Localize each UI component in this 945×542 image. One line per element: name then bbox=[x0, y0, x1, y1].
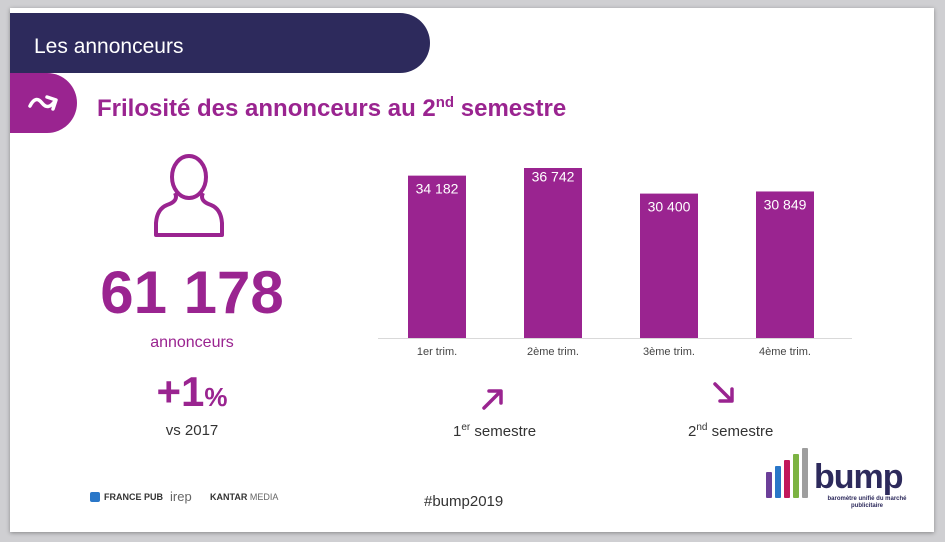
arrow-down-right-icon bbox=[713, 382, 734, 403]
chart-data-label: 36 742 bbox=[532, 168, 575, 184]
comparison-label: vs 2017 bbox=[165, 422, 219, 439]
page-title: Frilosité des annonceurs au 2nd semestre bbox=[97, 94, 567, 122]
chart-bar bbox=[408, 175, 466, 338]
bump-logo-bar bbox=[784, 460, 790, 498]
chart-data-label: 30 400 bbox=[648, 199, 691, 215]
section-title: Les annonceurs bbox=[34, 35, 184, 58]
person-icon bbox=[154, 154, 224, 237]
bump-logo: bump baromètre unifié du marché publicit… bbox=[766, 448, 916, 518]
arrow-right-icon bbox=[28, 95, 58, 111]
growth-rate: +1% bbox=[156, 368, 228, 415]
france-pub-logo: FRANCE PUB bbox=[90, 492, 163, 502]
kantar-media-logo: KANTAR MEDIA bbox=[210, 492, 279, 502]
bump-tagline: baromètre unifié du marché publicitaire bbox=[827, 496, 907, 509]
chart-bar bbox=[756, 191, 814, 338]
france-pub-icon bbox=[90, 492, 100, 502]
bump-logo-bar bbox=[802, 448, 808, 498]
arrow-up-right-icon bbox=[482, 389, 503, 410]
semester-1-label: 1er semestre bbox=[453, 422, 537, 440]
hashtag: #bump2019 bbox=[424, 493, 504, 510]
section-banner: Les annonceurs bbox=[10, 13, 430, 73]
bump-wordmark: bump bbox=[814, 458, 904, 496]
chart-data-label: 34 182 bbox=[416, 181, 459, 197]
bump-logo-bar bbox=[766, 472, 772, 498]
bump-logo-bar bbox=[793, 454, 799, 498]
chart-tick-label: 1er trim. bbox=[417, 346, 457, 358]
chart-tick-label: 4ème trim. bbox=[759, 346, 811, 358]
irep-logo: irep bbox=[170, 489, 192, 504]
slide: Les annonceurs Frilosité des annonceurs … bbox=[10, 8, 934, 532]
chart-tick-label: 3ème trim. bbox=[643, 346, 695, 358]
total-advertisers-label: annonceurs bbox=[150, 334, 234, 351]
semester-2-label: 2nd semestre bbox=[688, 422, 774, 440]
chart-tick-label: 2ème trim. bbox=[527, 346, 579, 358]
total-advertisers: 61 178 bbox=[100, 259, 284, 326]
chart-bar bbox=[524, 168, 582, 338]
chart-data-label: 30 849 bbox=[764, 196, 807, 212]
arrow-tab bbox=[10, 73, 77, 133]
quarterly-bar-chart: 34 182 1er trim. 36 742 2ème trim. 30 400 3èm… bbox=[378, 168, 852, 358]
chart-bar bbox=[640, 193, 698, 338]
bump-logo-bar bbox=[775, 466, 781, 498]
